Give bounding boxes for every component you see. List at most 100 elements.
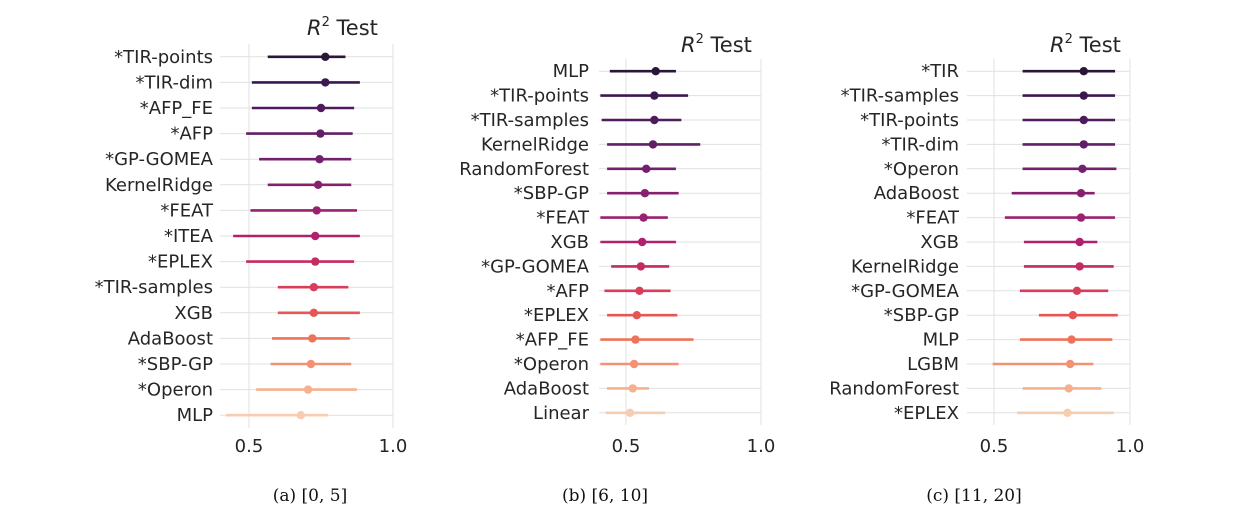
mean-point: [1078, 164, 1087, 173]
mean-point: [648, 140, 658, 149]
category-label: *TIR-points: [860, 110, 959, 131]
category-label: *TIR-points: [490, 86, 589, 107]
title-rest: Test: [330, 16, 378, 40]
x-tick-label: 0.5: [612, 436, 641, 457]
category-label: *TIR-dim: [881, 134, 959, 155]
x-tick-label: 0.5: [235, 436, 264, 457]
mean-point: [321, 78, 330, 87]
category-label: XGB: [174, 303, 213, 324]
category-label: MLP: [177, 405, 214, 426]
mean-point: [629, 359, 639, 369]
title-base: R: [1050, 33, 1065, 57]
category-label: *TIR-points: [114, 47, 213, 68]
category-label: *Operon: [138, 380, 213, 401]
mean-point: [631, 335, 640, 344]
mean-point: [1075, 237, 1084, 247]
x-tick-label: 1.0: [379, 436, 408, 457]
category-label: *TIR-samples: [841, 86, 959, 107]
category-label: *EPLEX: [894, 403, 959, 424]
panel-title: R2 Test: [307, 15, 378, 40]
category-label: LGBM: [907, 354, 959, 375]
mean-point: [1079, 91, 1088, 100]
title-sup: 2: [322, 15, 330, 30]
mean-point: [1067, 335, 1076, 344]
category-label: *SBP-GP: [884, 305, 959, 326]
mean-point: [309, 308, 318, 317]
category-label: *TIR-samples: [95, 277, 213, 298]
category-label: *TIR-samples: [471, 110, 589, 131]
category-label: *ITEA: [164, 226, 214, 247]
title-sup: 2: [696, 32, 704, 47]
category-label: *EPLEX: [148, 252, 213, 273]
mean-point: [1063, 408, 1072, 417]
title-rest: Test: [1073, 33, 1121, 57]
title-sup: 2: [1065, 32, 1073, 47]
mean-point: [651, 67, 660, 76]
mean-point: [311, 257, 320, 266]
mean-point: [639, 213, 648, 222]
category-label: RandomForest: [459, 159, 589, 180]
category-label: *AFP: [170, 124, 213, 145]
mean-point: [1064, 384, 1074, 393]
panel-caption: (a) [0, 5]: [273, 486, 348, 506]
category-label: *GP-GOMEA: [851, 281, 960, 302]
mean-point: [309, 283, 318, 292]
mean-point: [1079, 140, 1088, 149]
category-label: *FEAT: [160, 200, 214, 221]
mean-point: [306, 359, 316, 369]
title-base: R: [307, 16, 322, 40]
category-label: *Operon: [514, 354, 589, 375]
category-label: XGB: [920, 232, 959, 253]
mean-point: [1076, 189, 1086, 198]
category-label: *Operon: [884, 159, 959, 180]
category-label: AdaBoost: [874, 183, 959, 204]
panel-title: R2 Test: [681, 32, 752, 57]
category-label: *AFP_FE: [140, 98, 213, 119]
category-label: AdaBoost: [128, 328, 213, 349]
category-label: AdaBoost: [504, 378, 589, 399]
mean-point: [1072, 286, 1082, 295]
panel-b: R2 Test MLP *TIR-points *TIR-samples KernelR…: [459, 32, 775, 506]
category-label: *SBP-GP: [514, 183, 589, 204]
panel-c: R2 Test *TIR *TIR-samples *TIR-points *TIR-d…: [829, 32, 1144, 506]
panel-a: R2 Test *TIR-points *TIR-dim *AFP_FE *AFP *GP…: [95, 15, 408, 506]
mean-point: [650, 115, 659, 125]
x-tick-label: 0.5: [980, 436, 1009, 457]
panel-title: R2 Test: [1050, 32, 1121, 57]
category-label: *EPLEX: [524, 305, 589, 326]
category-label: KernelRidge: [105, 175, 213, 196]
category-label: MLP: [553, 61, 590, 82]
mean-point: [628, 384, 637, 393]
mean-point: [1079, 115, 1088, 125]
mean-point: [312, 206, 321, 215]
mean-point: [625, 408, 635, 417]
mean-point: [638, 237, 647, 247]
category-label: XGB: [550, 232, 589, 253]
mean-point: [1075, 262, 1084, 271]
x-tick-label: 1.0: [1116, 436, 1145, 457]
category-label: *FEAT: [906, 208, 960, 229]
category-label: *AFP_FE: [516, 330, 589, 351]
mean-point: [308, 334, 317, 343]
category-label: *GP-GOMEA: [105, 149, 214, 170]
mean-point: [1065, 359, 1075, 369]
category-label: *GP-GOMEA: [481, 256, 590, 277]
category-label: KernelRidge: [481, 134, 589, 155]
category-label: *TIR-dim: [135, 72, 213, 93]
mean-point: [1068, 311, 1078, 320]
x-tick-label: 1.0: [747, 436, 776, 457]
panel-caption: (c) [11, 20]: [926, 486, 1022, 506]
title-rest: Test: [704, 33, 752, 57]
category-label: MLP: [923, 330, 960, 351]
category-label: *FEAT: [536, 208, 590, 229]
mean-point: [1076, 213, 1086, 222]
category-label: RandomForest: [829, 378, 959, 399]
category-label: KernelRidge: [851, 256, 959, 277]
category-label: *SBP-GP: [138, 354, 213, 375]
mean-point: [296, 411, 306, 420]
mean-point: [650, 91, 659, 100]
category-label: Linear: [533, 403, 590, 424]
mean-point: [311, 231, 320, 241]
mean-point: [1079, 67, 1088, 76]
